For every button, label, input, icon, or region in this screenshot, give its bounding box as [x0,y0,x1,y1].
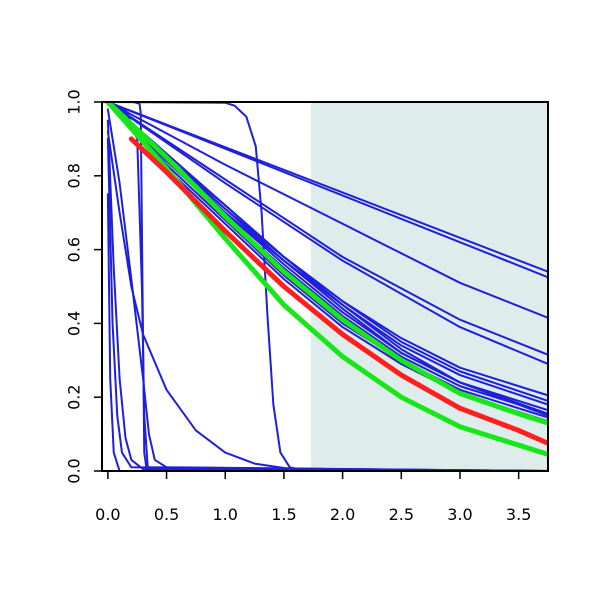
series-line-blue-18 [106,119,548,471]
y-tick-label: 0.2 [65,384,84,409]
y-tick-label: 0.0 [65,458,84,483]
shaded-region-layer [310,102,548,471]
tick-labels: 0.0 0.5 1.0 1.5 2.0 2.5 3.0 3.5 0.0 0.2 0.4 0.6 0.8 1… [65,89,532,524]
series-line-blue-1 [106,102,548,279]
axes [94,101,549,479]
y-tick-label: 1.0 [65,89,84,114]
series-line-blue-3 [106,102,548,356]
x-tick-label: 0.0 [95,505,120,524]
series-line-blue-2 [106,102,548,319]
y-tick-label: 0.6 [65,237,84,262]
y-tick-label: 0.4 [65,311,84,336]
series-line-red-24 [128,136,548,446]
series-line-blue-6 [106,102,548,402]
x-tick-label: 0.5 [154,505,179,524]
y-tick-label: 0.8 [65,163,84,188]
series-line-blue-4 [106,102,548,365]
x-tick-label: 2.5 [389,505,414,524]
series-line-blue-20 [106,193,548,471]
series-layer [105,102,548,471]
x-tick-label: 3.5 [506,505,531,524]
plot-frame [101,101,549,472]
series-line-blue-21 [106,108,548,471]
x-tick-label: 1.0 [213,505,238,524]
series-line-blue-10 [106,102,548,419]
x-tick-label: 1.5 [271,505,296,524]
x-tick-label: 2.0 [330,505,355,524]
shaded-region [310,102,548,471]
x-tick-label: 3.0 [447,505,472,524]
series-line-green-22 [105,102,548,426]
